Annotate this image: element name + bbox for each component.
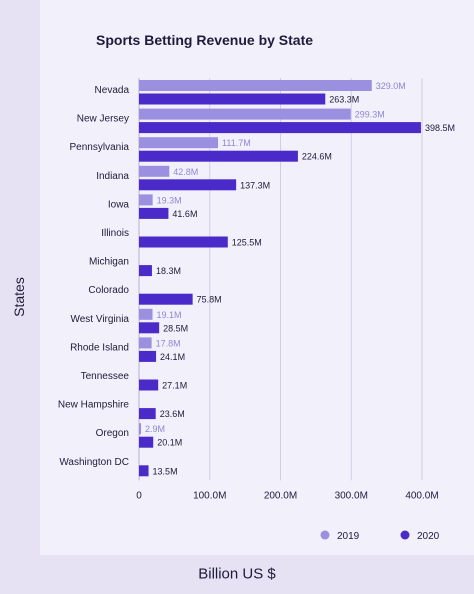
category-label: Illinois [101,228,129,239]
data-label-2019: 329.0M [376,81,406,91]
data-label-2019: 42.8M [173,167,198,177]
category-label: Washington DC [59,457,129,468]
category-label: Oregon [96,428,129,439]
legend-label-2019: 2019 [337,531,360,542]
data-label-2020: 28.5M [163,323,188,333]
bar-2020 [139,408,156,420]
category-label: New Hampshire [58,400,130,411]
category-label: New Jersey [77,114,129,125]
bar-2020 [139,379,159,391]
bar-2019 [139,308,153,320]
category-label: Tennessee [81,371,130,382]
bar-2019 [139,194,153,206]
data-label-2020: 125.5M [232,238,262,248]
x-tick-label: 0 [136,490,142,501]
bar-2020 [139,122,421,134]
data-label-2020: 27.1M [162,381,187,391]
data-label-2019: 2.9M [145,424,165,434]
chart-card [40,0,474,555]
data-label-2019: 19.1M [157,310,182,320]
bars [139,80,421,477]
bar-chart: Sports Betting Revenue by State 0 100.0M 2… [58,32,455,542]
data-label-2020: 23.6M [160,409,185,419]
data-label-2019: 19.3M [157,195,182,205]
bar-2020 [139,207,169,219]
category-label: Michigan [89,257,129,268]
data-label-2020: 224.6M [302,152,332,162]
legend-marker-2020 [400,530,410,540]
data-label-2020: 398.5M [425,123,455,133]
chart-title: Sports Betting Revenue by State [96,32,313,48]
bar-2020 [139,350,157,362]
bar-2020 [139,93,326,105]
x-axis-title: Billion US $ [198,565,276,583]
x-axis-band [40,555,474,594]
bar-2020 [139,293,193,305]
x-tick-label: 300.0M [335,490,368,501]
x-tick-label: 200.0M [264,490,297,501]
x-tick-label: 400.0M [405,490,438,501]
data-label-2020: 41.6M [172,209,197,219]
y-axis-band [0,0,40,594]
category-label: Pennsylvania [70,142,130,153]
category-label: Nevada [95,85,130,96]
bar-2020 [139,236,228,248]
bar-2019 [139,137,219,149]
category-label: Rhode Island [70,342,129,353]
bar-2020 [139,179,237,191]
bar-2019 [139,423,142,435]
x-tick-label: 100.0M [193,490,226,501]
data-label-2019: 17.8M [156,338,181,348]
category-label: Colorado [88,285,129,296]
bar-2020 [139,322,160,334]
category-label: Indiana [96,171,129,182]
bar-2019 [139,337,152,349]
legend: 2019 2020 [320,530,440,542]
labels: 0 100.0M 200.0M 300.0M 400.0M Nevada 329.0M 263… [58,81,455,501]
bar-2019 [139,80,372,91]
bar-2019 [139,165,170,177]
bar-2020 [139,465,149,477]
data-label-2020: 263.3M [329,95,359,105]
bar-2019 [139,108,351,120]
bar-2020 [139,436,154,448]
legend-marker-2019 [320,530,330,540]
bar-2020 [139,150,298,162]
data-label-2020: 13.5M [153,466,178,476]
data-label-2019: 111.7M [222,138,251,148]
data-label-2020: 18.3M [156,266,181,276]
data-label-2020: 75.8M [197,295,222,305]
category-label: Iowa [108,199,130,210]
category-label: West Virginia [70,314,129,325]
data-label-2020: 24.1M [160,352,185,362]
data-label-2020: 20.1M [157,438,182,448]
data-label-2019: 299.3M [355,110,385,120]
bar-2020 [139,265,152,277]
data-label-2020: 137.3M [240,180,270,190]
legend-label-2020: 2020 [417,531,440,542]
